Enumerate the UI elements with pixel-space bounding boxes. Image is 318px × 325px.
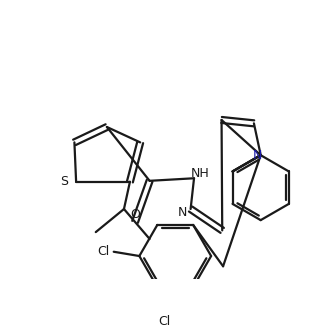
Text: S: S: [60, 175, 68, 188]
Text: O: O: [130, 208, 140, 221]
Text: N: N: [178, 206, 188, 219]
Text: NH: NH: [190, 167, 209, 180]
Text: Cl: Cl: [158, 315, 170, 325]
Text: Cl: Cl: [97, 245, 110, 258]
Text: N: N: [252, 149, 262, 162]
